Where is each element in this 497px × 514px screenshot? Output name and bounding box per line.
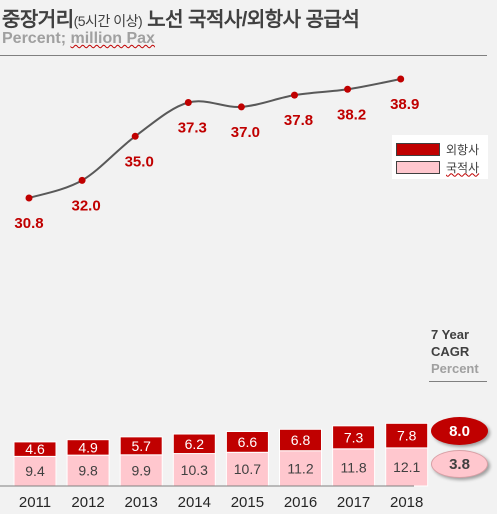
line-point — [184, 99, 192, 107]
bar-domestic-label: 11.8 — [340, 459, 366, 475]
subtitle-prefix: Percent; — [2, 30, 71, 47]
bar-foreign — [119, 436, 163, 456]
bar-domestic-label: 9.8 — [78, 463, 98, 479]
line-point — [25, 194, 33, 202]
bar-foreign — [172, 433, 216, 455]
x-tick-label: 2012 — [71, 494, 104, 511]
bar-foreign — [279, 428, 322, 452]
x-tick-label: 2018 — [390, 494, 423, 511]
x-tick-label: 2015 — [231, 494, 264, 511]
line-point — [344, 85, 352, 93]
bar-domestic-label: 10.3 — [181, 462, 208, 478]
stacked-bar-chart: 9.4 4.6 2011 9.8 4.9 2012 9.9 5.7 2013 10.3 6.2 201… — [13, 422, 429, 511]
legend-swatch-foreign — [396, 142, 440, 156]
bar-foreign-label: 7.8 — [397, 428, 417, 444]
legend-label-domestic: 국적사 — [446, 160, 480, 175]
x-tick-label: 2014 — [178, 494, 211, 511]
subtitle-unit: million Pax — [70, 30, 155, 47]
line-value-label: 35.0 — [125, 153, 154, 170]
bar-domestic — [225, 451, 269, 487]
legend-item-domestic: 국적사 — [396, 159, 479, 175]
cagr-domestic-badge: 3.8 — [431, 450, 488, 478]
line-value-label: 30.8 — [14, 215, 43, 232]
bar-domestic-label: 9.9 — [131, 462, 151, 478]
line-value-label: 32.0 — [71, 197, 100, 214]
bar-foreign — [332, 425, 376, 450]
cagr-title-line2: CAGR — [431, 344, 470, 359]
line-value-label: 37.0 — [231, 124, 260, 141]
series-line — [28, 78, 401, 199]
bar-domestic — [119, 454, 163, 487]
x-tick-label: 2011 — [19, 494, 51, 511]
legend-label-foreign: 외항사 — [446, 142, 480, 157]
x-tick-label: 2016 — [284, 494, 317, 511]
bar-foreign — [66, 439, 110, 456]
line-point — [78, 176, 86, 184]
page-subtitle: Percent; million Pax — [2, 30, 155, 48]
bar-foreign — [225, 431, 269, 453]
legend-item-foreign: 외항사 — [396, 141, 479, 157]
cagr-title-line1: 7 Year — [431, 327, 470, 342]
bar-domestic — [66, 454, 110, 487]
bar-foreign-label: 5.7 — [131, 438, 151, 454]
line-value-label: 38.2 — [337, 106, 366, 123]
bar-domestic — [172, 453, 216, 487]
title-divider — [0, 55, 487, 56]
cagr-header: 7 Year CAGR Percent — [431, 326, 479, 377]
line-point — [397, 75, 405, 83]
cagr-foreign-badge: 8.0 — [431, 417, 488, 445]
bar-foreign-label: 6.6 — [238, 434, 258, 450]
line-point — [237, 103, 245, 111]
line-chart: 30.8 32.0 35.0 37.3 37.0 37.8 38.2 38.9 — [14, 75, 419, 232]
line-value-label: 38.9 — [390, 96, 419, 113]
title-rest: 노선 국적사/외항사 공급석 — [147, 9, 360, 31]
title-main: 중장거리 — [2, 9, 74, 31]
bar-domestic-label: 10.7 — [234, 461, 261, 477]
bar-domestic-label: 12.1 — [393, 459, 420, 475]
x-tick-label: 2013 — [125, 494, 158, 511]
line-value-label: 37.3 — [178, 120, 207, 137]
line-point — [131, 132, 139, 140]
page-title: 중장거리(5시간 이상) 노선 국적사/외항사 공급석 — [2, 3, 360, 32]
bar-domestic-label: 11.2 — [287, 460, 313, 476]
line-value-label: 37.8 — [284, 112, 313, 129]
bar-foreign-label: 6.2 — [185, 436, 205, 452]
bar-foreign — [13, 441, 57, 457]
title-paren: (5시간 이상) — [73, 13, 143, 29]
legend-swatch-domestic — [396, 160, 440, 174]
bar-foreign-label: 7.3 — [344, 429, 364, 445]
bar-foreign-label: 4.9 — [78, 439, 98, 455]
bar-foreign-label: 4.6 — [25, 441, 45, 457]
x-tick-label: 2017 — [337, 494, 370, 511]
bar-domestic-label: 9.4 — [25, 463, 45, 479]
bar-foreign — [385, 422, 429, 449]
bar-foreign-label: 6.8 — [291, 432, 311, 448]
cagr-unit: Percent — [431, 361, 479, 376]
line-point — [291, 91, 298, 99]
cagr-divider — [429, 381, 487, 382]
legend: 외항사 국적사 — [392, 135, 488, 179]
